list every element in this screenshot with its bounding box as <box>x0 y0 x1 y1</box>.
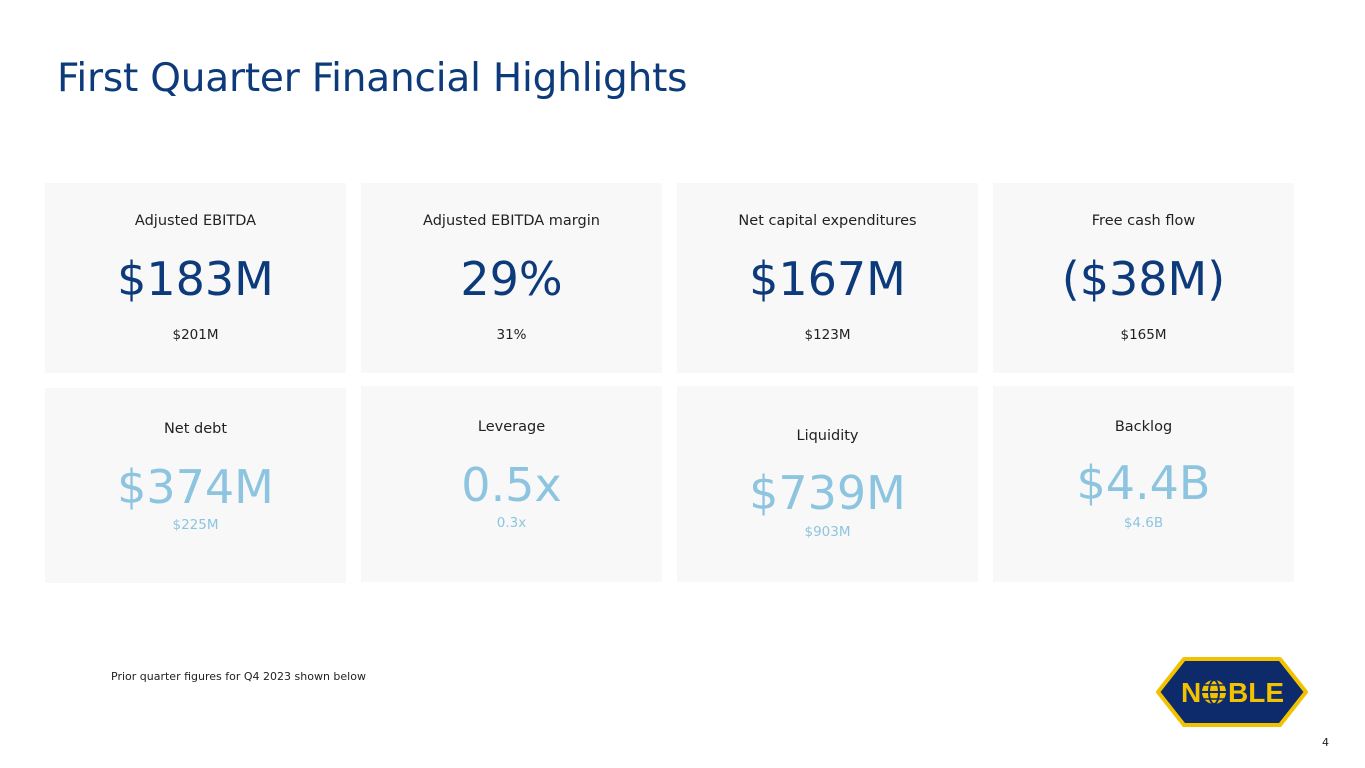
metric-value: 29% <box>460 252 563 306</box>
metric-label: Adjusted EBITDA <box>134 213 257 229</box>
metric-card-free-cash-flow: Free cash flow ($38M) $165M <box>993 183 1294 373</box>
page-number: 4 <box>1322 736 1329 749</box>
metric-card-adjusted-ebitda-margin: Adjusted EBITDA margin 29% 31% <box>361 183 662 373</box>
metric-value: $183M <box>117 252 274 306</box>
metric-card-net-debt: Net debt $374M $225M <box>45 388 346 583</box>
metric-value: ($38M) <box>1061 252 1226 306</box>
page-title: First Quarter Financial Highlights <box>57 56 688 101</box>
metric-prior-value: 0.3x <box>496 515 527 531</box>
metric-prior-value: $903M <box>804 524 851 540</box>
metric-card-leverage: Leverage 0.5x 0.3x <box>361 386 662 582</box>
metric-prior-value: $123M <box>804 327 851 343</box>
metric-prior-value: $165M <box>1120 327 1167 343</box>
metric-value: 0.5x <box>461 458 562 512</box>
metric-label: Backlog <box>1114 419 1173 435</box>
metric-value: $739M <box>749 466 906 520</box>
globe-icon <box>1202 679 1226 705</box>
noble-logo: N BLE <box>1154 654 1310 730</box>
metric-value: $374M <box>117 460 274 514</box>
metric-prior-value: 31% <box>496 327 527 343</box>
logo-letter-n: N <box>1181 677 1201 708</box>
metric-label: Adjusted EBITDA margin <box>423 213 600 229</box>
metric-label: Net debt <box>163 421 228 437</box>
metric-card-adjusted-ebitda: Adjusted EBITDA $183M $201M <box>45 183 346 373</box>
metric-value: $167M <box>749 252 906 306</box>
metric-card-backlog: Backlog $4.4B $4.6B <box>993 386 1294 582</box>
metric-prior-value: $225M <box>172 517 219 533</box>
metric-label: Free cash flow <box>1091 213 1196 229</box>
noble-logo-graphic: N BLE <box>1156 657 1308 727</box>
metric-card-liquidity: Liquidity $739M $903M <box>677 386 978 582</box>
metric-prior-value: $4.6B <box>1123 515 1164 531</box>
metric-label: Liquidity <box>796 428 859 444</box>
logo-letters-ble: BLE <box>1228 677 1284 708</box>
footnote: Prior quarter figures for Q4 2023 shown … <box>111 670 366 683</box>
metric-label: Net capital expenditures <box>738 213 917 229</box>
metric-card-net-capital-expenditures: Net capital expenditures $167M $123M <box>677 183 978 373</box>
metric-value: $4.4B <box>1076 456 1211 510</box>
metric-label: Leverage <box>477 419 546 435</box>
metric-prior-value: $201M <box>172 327 219 343</box>
